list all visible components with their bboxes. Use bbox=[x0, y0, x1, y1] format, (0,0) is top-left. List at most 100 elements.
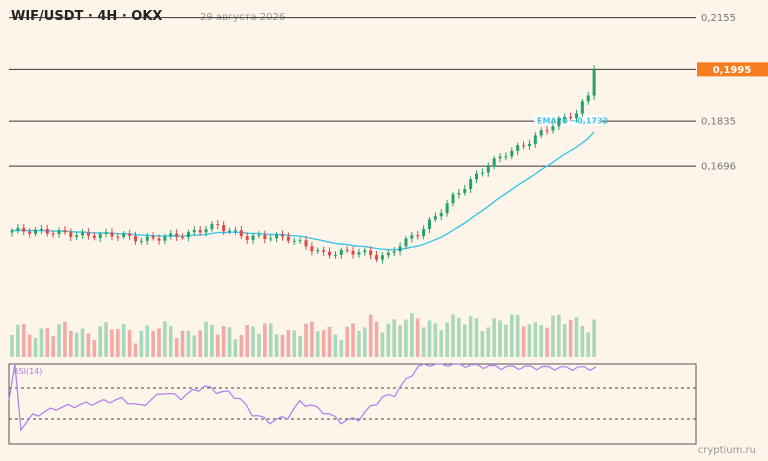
candle-body bbox=[533, 135, 537, 144]
last-price-badge bbox=[697, 62, 768, 77]
volume-bar bbox=[16, 324, 20, 357]
candle-body bbox=[586, 95, 590, 102]
volume-bar bbox=[310, 321, 314, 357]
candle-body bbox=[375, 255, 379, 260]
candle-body bbox=[457, 192, 461, 195]
volume-bar bbox=[427, 320, 432, 357]
volume-bar bbox=[233, 339, 238, 357]
volume-bar bbox=[292, 330, 297, 357]
volume-bar bbox=[562, 324, 567, 357]
candle-body bbox=[245, 236, 249, 240]
candle-body bbox=[75, 235, 79, 237]
candle-body bbox=[104, 232, 108, 235]
volume-bar bbox=[239, 334, 244, 357]
candle-body bbox=[251, 235, 255, 240]
volume-bar bbox=[251, 326, 255, 357]
candle-body bbox=[398, 246, 402, 252]
candle-body bbox=[469, 179, 473, 189]
volume-bar bbox=[204, 321, 208, 357]
candle-body bbox=[286, 236, 290, 241]
candle-body bbox=[310, 246, 314, 252]
levels-layer: 0,2155 0,1835 0,1696 bbox=[9, 13, 736, 173]
level-label-1: 0,1835 bbox=[701, 117, 736, 128]
candle-body bbox=[433, 216, 437, 220]
volume-bar bbox=[580, 326, 585, 357]
candle-body bbox=[175, 233, 179, 237]
candle-body bbox=[539, 130, 543, 136]
candle-body bbox=[133, 235, 137, 242]
candle-body bbox=[16, 227, 20, 231]
candle-body bbox=[81, 232, 85, 236]
candle-body bbox=[10, 230, 14, 233]
candle-body bbox=[363, 250, 367, 253]
volume-bar bbox=[545, 327, 549, 357]
volume-bar bbox=[221, 326, 226, 357]
volume-bar bbox=[327, 326, 332, 357]
volume-bar bbox=[486, 327, 491, 357]
volume-bar bbox=[39, 328, 44, 357]
candle-body bbox=[333, 254, 337, 256]
volume-bar bbox=[174, 338, 179, 357]
candle-body bbox=[233, 230, 237, 232]
level-label-2: 0,1696 bbox=[701, 162, 736, 173]
volume-bar bbox=[457, 317, 461, 357]
volume-bar bbox=[410, 313, 414, 357]
volume-bar bbox=[274, 334, 279, 357]
candle-body bbox=[357, 252, 361, 255]
candle-body bbox=[545, 130, 549, 132]
candle-body bbox=[198, 230, 202, 233]
volume-bar bbox=[268, 323, 273, 357]
candle-body bbox=[486, 166, 490, 173]
volume-bar bbox=[92, 340, 97, 357]
candle-body bbox=[422, 228, 426, 236]
candle-body bbox=[98, 234, 102, 239]
volume-bar bbox=[439, 330, 444, 357]
candle-body bbox=[181, 236, 185, 238]
volume-bar bbox=[286, 329, 291, 357]
last-price-label: 0,1995 bbox=[713, 65, 752, 76]
volume-bar bbox=[186, 330, 191, 357]
candle-body bbox=[427, 219, 431, 229]
candle-body bbox=[151, 236, 155, 239]
ema-layer: EMA20 ~0,1732 bbox=[11, 114, 608, 251]
volume-bar bbox=[510, 314, 514, 357]
candle-body bbox=[292, 240, 296, 242]
candle-body bbox=[192, 230, 196, 233]
candle-body bbox=[551, 126, 555, 131]
volume-bar bbox=[351, 323, 355, 357]
volume-bar bbox=[69, 330, 73, 357]
candle-body bbox=[57, 230, 61, 234]
volume-bar bbox=[21, 323, 26, 357]
volume-bar bbox=[263, 323, 267, 357]
volume-bar bbox=[433, 323, 438, 357]
volume-bar bbox=[227, 327, 232, 357]
volume-bar bbox=[86, 333, 91, 357]
candle-body bbox=[574, 113, 578, 119]
candle-body bbox=[451, 194, 455, 204]
candle-body bbox=[263, 234, 267, 240]
volume-bar bbox=[415, 318, 420, 357]
candle-body bbox=[404, 238, 408, 247]
volume-bar bbox=[63, 321, 67, 357]
volume-bar bbox=[10, 335, 14, 357]
candle-body bbox=[110, 232, 114, 237]
volume-bar bbox=[527, 324, 532, 357]
volume-bar bbox=[80, 328, 85, 357]
rsi-layer bbox=[8, 363, 597, 432]
candle-body bbox=[269, 238, 273, 240]
rsi-panel-frame bbox=[8, 363, 697, 445]
volume-bar bbox=[151, 331, 155, 357]
volume-bar bbox=[404, 319, 408, 357]
volume-bar bbox=[168, 326, 173, 357]
volume-bar bbox=[304, 323, 308, 357]
volume-bar bbox=[321, 330, 326, 357]
candle-body bbox=[316, 250, 320, 252]
candle-body bbox=[322, 250, 326, 252]
candle-body bbox=[410, 235, 414, 239]
candle-body bbox=[527, 143, 531, 147]
candle-body bbox=[304, 240, 308, 247]
volume-bar bbox=[474, 318, 479, 357]
volume-bar bbox=[533, 322, 538, 357]
volume-bar bbox=[192, 335, 197, 357]
